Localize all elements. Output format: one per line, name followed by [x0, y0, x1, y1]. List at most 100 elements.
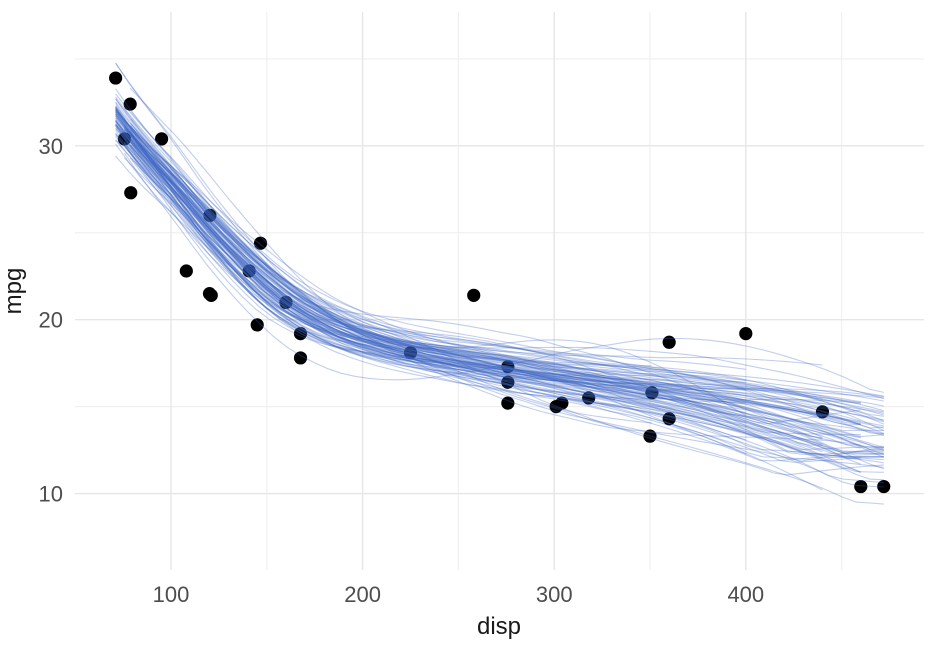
- grid-minor-lines: [75, 12, 924, 570]
- smooth-line: [115, 62, 884, 462]
- smooth-line: [130, 126, 746, 403]
- smooth-line: [115, 111, 746, 370]
- smooth-line: [115, 123, 884, 407]
- smooth-line: [115, 108, 861, 425]
- smooth-line: [115, 120, 884, 397]
- smooth-line: [115, 96, 884, 459]
- smooth-line: [115, 139, 746, 381]
- smooth-line: [129, 130, 884, 453]
- grid-major-lines: [75, 12, 924, 570]
- data-point: [643, 429, 657, 443]
- smooth-line: [124, 128, 884, 400]
- smooth-line: [115, 120, 884, 464]
- data-point: [123, 97, 137, 111]
- smooth-line: [130, 141, 884, 468]
- smooth-line: [115, 123, 885, 458]
- smooth-line: [115, 108, 823, 418]
- smooth-line: [115, 101, 861, 425]
- data-point: [117, 132, 132, 146]
- smooth-line: [115, 109, 861, 438]
- smooth-line: [123, 141, 884, 488]
- smooth-line: [115, 110, 884, 399]
- data-point: [204, 288, 218, 302]
- smooth-line: [115, 117, 884, 455]
- smooth-line: [123, 108, 884, 398]
- scatter-points-layer: [109, 71, 891, 494]
- smooth-line: [115, 114, 884, 481]
- smooth-line: [115, 120, 885, 425]
- smooth-line: [115, 136, 746, 383]
- smooth-line: [115, 62, 884, 449]
- y-axis-title: mpg: [0, 268, 27, 315]
- data-point: [645, 386, 659, 400]
- smooth-line: [130, 140, 823, 417]
- smooth-line: [115, 106, 884, 473]
- smooth-line: [123, 145, 884, 417]
- smooth-line: [129, 146, 884, 449]
- x-tick-label: 200: [344, 582, 381, 607]
- smooth-line: [129, 124, 884, 455]
- smooth-line: [129, 131, 823, 491]
- smooth-line: [115, 133, 861, 425]
- smooth-line: [115, 110, 861, 436]
- data-point: [467, 288, 481, 302]
- x-tick-label: 400: [727, 582, 764, 607]
- smooth-line: [115, 125, 884, 453]
- data-point: [293, 351, 308, 365]
- data-point: [854, 479, 868, 494]
- smooth-line: [115, 113, 823, 439]
- smooth-line: [115, 106, 884, 451]
- smooth-line: [115, 98, 823, 445]
- x-tick-label: 300: [536, 582, 573, 607]
- smooth-line: [115, 127, 746, 405]
- data-point: [501, 375, 515, 389]
- smooth-line: [115, 112, 884, 429]
- smooth-line: [115, 127, 884, 416]
- y-axis-tick-labels: 10 20 30: [39, 134, 63, 507]
- smooth-line: [129, 133, 823, 453]
- smooth-line: [115, 125, 746, 413]
- data-point: [242, 264, 256, 278]
- data-point: [662, 412, 676, 426]
- smooth-line: [129, 138, 861, 465]
- smooth-line: [115, 133, 861, 422]
- data-point: [582, 391, 596, 405]
- smooth-line: [115, 105, 861, 473]
- x-axis-tick-labels: 100 200 300 400: [153, 582, 765, 607]
- smooth-line: [115, 117, 884, 413]
- smooth-line: [123, 119, 746, 441]
- smooth-line: [115, 93, 884, 434]
- data-point: [155, 132, 169, 146]
- x-tick-label: 100: [153, 582, 190, 607]
- smooth-line: [123, 144, 861, 425]
- smooth-line: [115, 110, 652, 367]
- smooth-line: [130, 111, 861, 439]
- smooth-lines-layer: [115, 62, 885, 505]
- data-point: [203, 208, 217, 222]
- smooth-line: [123, 126, 823, 440]
- smooth-line: [115, 123, 884, 476]
- smooth-line: [115, 111, 861, 460]
- smooth-line: [115, 119, 861, 405]
- smooth-line: [115, 139, 884, 402]
- smooth-line: [129, 138, 653, 398]
- smooth-line: [115, 102, 747, 455]
- smooth-line: [115, 107, 884, 461]
- smooth-line: [130, 123, 884, 435]
- smooth-line: [115, 124, 861, 463]
- smooth-line: [123, 126, 884, 456]
- data-point: [179, 264, 193, 278]
- smooth-line: [115, 121, 884, 422]
- smooth-line: [130, 145, 884, 438]
- data-point: [293, 326, 308, 341]
- smooth-line: [115, 98, 884, 427]
- data-point: [549, 399, 563, 414]
- smooth-line: [115, 107, 823, 462]
- data-point: [501, 396, 515, 410]
- smooth-line: [115, 108, 823, 439]
- smooth-line: [129, 157, 884, 432]
- smooth-line: [115, 124, 652, 400]
- smooth-line: [123, 130, 746, 424]
